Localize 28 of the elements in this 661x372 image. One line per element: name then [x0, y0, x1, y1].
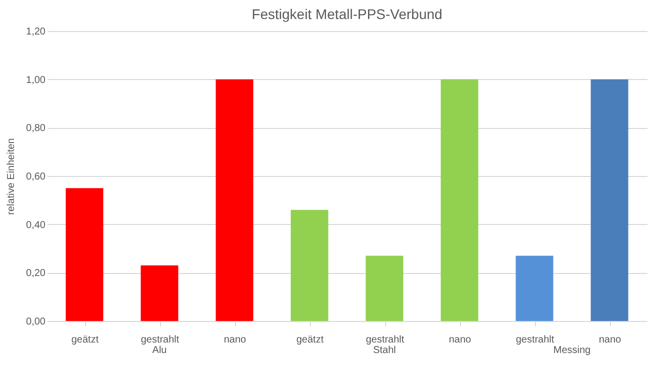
bar — [590, 79, 628, 321]
x-tick-label: geätzt — [296, 334, 324, 346]
chart-title: Festigkeit Metall-PPS-Verbund — [252, 6, 442, 22]
x-tick-label: gestrahlt — [516, 334, 554, 346]
bar — [216, 79, 254, 321]
text: Messing — [553, 345, 591, 356]
x-tick-label: nano — [598, 334, 622, 346]
text: Alu — [152, 345, 167, 356]
x-tick-label: gestrahlt — [140, 334, 180, 346]
x-tick-label: geätzt — [71, 334, 99, 346]
y-tick-label: 0,40 — [26, 220, 46, 231]
y-tick-label: 0,60 — [26, 172, 46, 182]
x-tick-label: gestrahlt — [366, 334, 404, 346]
x-tick-label: nano — [224, 334, 247, 346]
text: Stahl — [373, 345, 396, 356]
y-tick-label: 0,20 — [26, 268, 46, 280]
bar — [290, 210, 328, 321]
bar — [440, 79, 478, 321]
bar — [516, 256, 554, 321]
y-tick-label: 0,00 — [26, 316, 46, 328]
y-tick-label: 0,80 — [26, 123, 46, 134]
bar — [66, 188, 104, 321]
bar — [366, 256, 404, 321]
y-tick-label: 1,20 — [26, 26, 46, 38]
bar — [140, 265, 178, 321]
y-axis-title: relative Einheiten — [6, 138, 18, 215]
x-tick-label: nano — [448, 334, 472, 346]
y-tick-label: 1,00 — [26, 74, 46, 86]
